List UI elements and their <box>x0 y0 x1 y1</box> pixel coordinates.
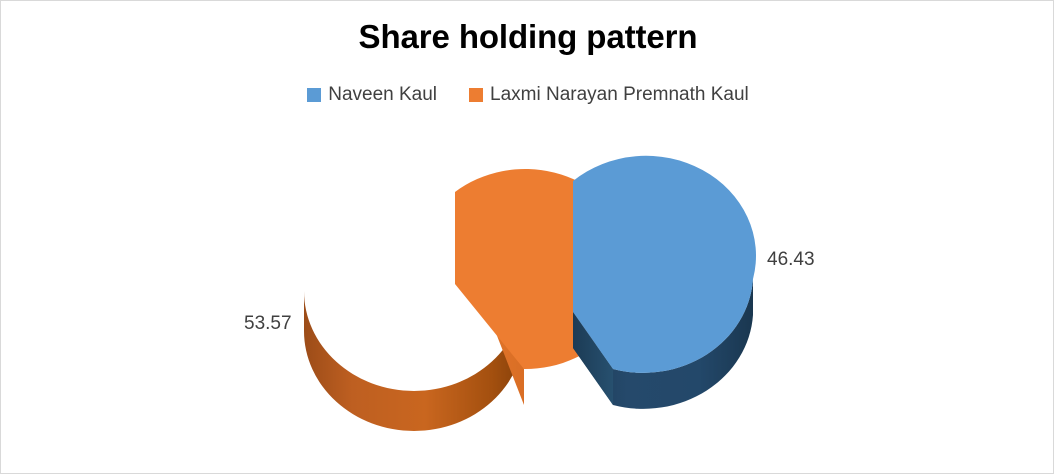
pie-slice-blue-top <box>573 155 756 373</box>
legend-item-naveen-kaul[interactable]: Naveen Kaul <box>307 84 437 106</box>
legend-swatch-icon-blue <box>307 88 322 102</box>
chart-title: Share holding pattern <box>358 18 698 55</box>
pie-slice-blue-cut-face-lower <box>573 312 613 405</box>
chart-legend: Naveen Kaul Laxmi Narayan Premnath Kaul <box>1 84 1053 106</box>
data-label-laxmi-narayan-premnath-kaul: 53.57 <box>244 313 292 334</box>
legend-item-laxmi-narayan-premnath-kaul[interactable]: Laxmi Narayan Premnath Kaul <box>469 84 749 106</box>
legend-item-label: Naveen Kaul <box>328 84 438 105</box>
data-label-naveen-kaul: 46.43 <box>767 249 815 270</box>
pie-slice-naveen-kaul[interactable] <box>573 155 756 409</box>
pie-slice-blue-side <box>573 279 753 409</box>
legend-swatch-icon-orange <box>469 88 484 102</box>
pie-slice-orange-side <box>304 291 524 431</box>
legend-item-label: Laxmi Narayan Premnath Kaul <box>490 84 749 105</box>
